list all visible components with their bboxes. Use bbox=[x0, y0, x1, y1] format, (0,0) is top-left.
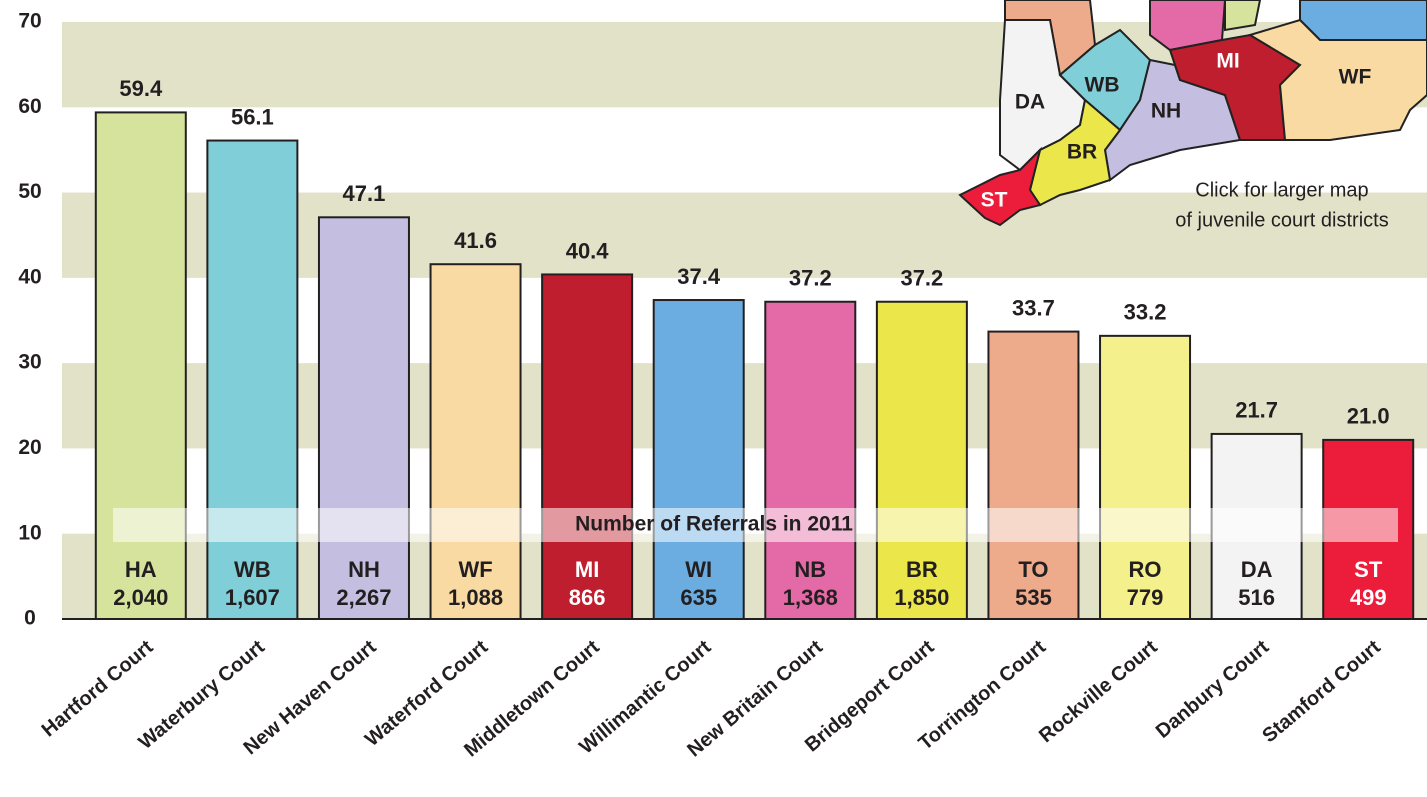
x-tick-label: Stamford Court bbox=[1258, 636, 1385, 747]
value-label: 33.7 bbox=[1012, 295, 1055, 320]
y-tick-label: 60 bbox=[18, 95, 41, 118]
map-region[interactable] bbox=[1299, 0, 1427, 41]
referral-count: 866 bbox=[569, 585, 606, 610]
map-region[interactable] bbox=[1247, 18, 1427, 141]
referral-count: 779 bbox=[1127, 585, 1164, 610]
map-label[interactable]: MI bbox=[1216, 50, 1239, 73]
y-tick-label: 40 bbox=[18, 265, 41, 288]
bar-code: WI bbox=[685, 557, 712, 582]
map-caption[interactable]: Click for larger map bbox=[1195, 179, 1368, 201]
referral-count: 535 bbox=[1015, 585, 1052, 610]
bar-code: BR bbox=[906, 557, 938, 582]
referral-count: 1,368 bbox=[783, 585, 838, 610]
bar-code: NH bbox=[348, 557, 380, 582]
bar-code: WB bbox=[234, 557, 271, 582]
bar-code: NB bbox=[794, 557, 826, 582]
y-tick-label: 70 bbox=[18, 10, 41, 33]
bar-code: RO bbox=[1129, 557, 1162, 582]
referral-count: 516 bbox=[1238, 585, 1275, 610]
bar bbox=[764, 300, 857, 620]
bar-code: DA bbox=[1241, 557, 1273, 582]
bar bbox=[206, 139, 299, 620]
map-region[interactable] bbox=[958, 146, 1042, 227]
bar-code: ST bbox=[1354, 557, 1383, 582]
y-tick-label: 50 bbox=[18, 180, 41, 203]
referrals-strip bbox=[113, 508, 1398, 542]
x-tick-label: Danbury Court bbox=[1152, 636, 1274, 743]
x-tick-label: Rockville Court bbox=[1035, 636, 1162, 747]
bar-code: HA bbox=[125, 557, 157, 582]
bar bbox=[987, 330, 1080, 620]
value-label: 59.4 bbox=[119, 76, 163, 101]
district-map[interactable]: DA WB NH MI WF BR ST Click for larger ma… bbox=[958, 0, 1427, 231]
value-label: 40.4 bbox=[566, 238, 610, 263]
y-tick-label: 10 bbox=[18, 521, 41, 544]
value-label: 37.4 bbox=[677, 264, 721, 289]
bar bbox=[875, 300, 968, 620]
map-label[interactable]: WF bbox=[1339, 66, 1372, 89]
value-label: 37.2 bbox=[789, 266, 832, 291]
referral-count: 2,267 bbox=[336, 585, 391, 610]
map-label[interactable]: NH bbox=[1151, 100, 1181, 123]
referral-count: 2,040 bbox=[113, 585, 168, 610]
bar bbox=[541, 273, 634, 620]
y-tick-label: 30 bbox=[18, 351, 41, 374]
value-label: 56.1 bbox=[231, 104, 274, 129]
bar-code: WF bbox=[458, 557, 492, 582]
referral-count: 499 bbox=[1350, 585, 1387, 610]
map-region[interactable] bbox=[1224, 0, 1262, 32]
map-label[interactable]: DA bbox=[1015, 91, 1045, 114]
value-label: 21.7 bbox=[1235, 398, 1278, 423]
referral-count: 1,850 bbox=[894, 585, 949, 610]
y-tick-label: 20 bbox=[18, 436, 41, 459]
x-tick-label: Hartford Court bbox=[38, 636, 158, 742]
bar bbox=[429, 263, 522, 620]
bar-code: TO bbox=[1018, 557, 1048, 582]
bar bbox=[94, 111, 187, 620]
value-label: 47.1 bbox=[343, 181, 386, 206]
map-label[interactable]: WB bbox=[1085, 74, 1120, 97]
map-caption[interactable]: of juvenile court districts bbox=[1175, 209, 1388, 231]
referral-count: 635 bbox=[680, 585, 717, 610]
value-label: 33.2 bbox=[1124, 300, 1167, 325]
value-label: 41.6 bbox=[454, 228, 497, 253]
referral-count: 1,088 bbox=[448, 585, 503, 610]
value-label: 37.2 bbox=[900, 266, 943, 291]
referrals-title: Number of Referrals in 2011 bbox=[575, 513, 853, 536]
value-label: 21.0 bbox=[1347, 404, 1390, 429]
bar-code: MI bbox=[575, 557, 599, 582]
bar bbox=[1099, 334, 1192, 620]
bar bbox=[317, 216, 410, 620]
y-tick-label: 0 bbox=[24, 607, 36, 630]
bar bbox=[652, 299, 745, 620]
map-label[interactable]: ST bbox=[981, 189, 1008, 212]
map-label[interactable]: BR bbox=[1067, 141, 1097, 164]
referral-count: 1,607 bbox=[225, 585, 280, 610]
